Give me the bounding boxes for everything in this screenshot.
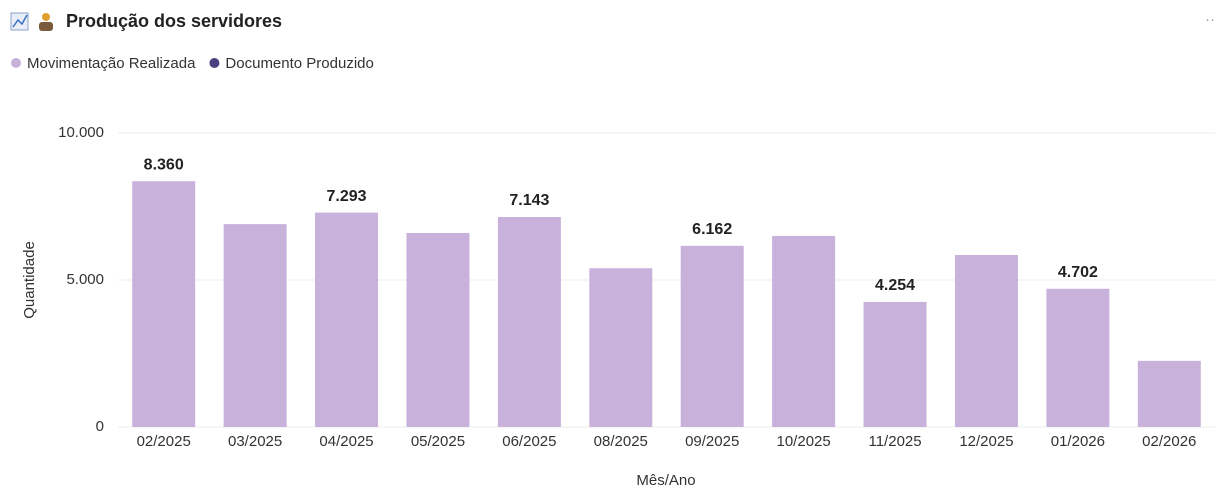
title-icons <box>10 12 53 31</box>
bar <box>406 232 470 427</box>
data-label: 6.162 <box>692 221 732 238</box>
x-tick-label: 09/2025 <box>685 433 739 450</box>
bar <box>589 268 653 427</box>
chart-icon-line <box>12 14 28 28</box>
bar <box>1046 288 1110 427</box>
x-tick-label: 05/2025 <box>411 433 465 450</box>
y-tick-label: 0 <box>96 418 104 435</box>
legend-label: Movimentação Realizada <box>27 55 196 72</box>
x-tick-label: 02/2025 <box>137 433 191 450</box>
x-axis-label: Mês/Ano <box>636 472 695 489</box>
bar <box>863 301 927 427</box>
x-tick-label: 10/2025 <box>777 433 831 450</box>
data-label: 4.254 <box>875 277 915 294</box>
x-tick-label: 08/2025 <box>594 433 648 450</box>
bar <box>132 181 196 427</box>
y-tick-label: 5.000 <box>66 271 104 288</box>
data-label: 8.360 <box>144 156 184 173</box>
data-label: 4.702 <box>1058 264 1098 281</box>
x-tick-label: 04/2025 <box>319 433 373 450</box>
menu-dots[interactable]: ·· <box>1205 11 1215 28</box>
data-label: 7.143 <box>509 192 549 209</box>
bar <box>223 224 287 427</box>
legend-label: Documento Produzido <box>225 55 373 72</box>
x-tick-label: 12/2025 <box>959 433 1013 450</box>
legend-marker <box>209 58 220 68</box>
x-tick-label: 06/2025 <box>502 433 556 450</box>
y-axis-label: Quantidade <box>21 241 38 319</box>
bar <box>772 235 836 427</box>
bar <box>680 245 744 427</box>
x-tick-label: 11/2025 <box>868 433 921 450</box>
legend-marker <box>11 58 21 68</box>
x-tick-label: 02/2026 <box>1142 433 1196 450</box>
data-label: 7.293 <box>327 188 367 205</box>
y-tick-label: 10.000 <box>58 124 104 141</box>
bar <box>1137 360 1201 427</box>
chart-title: Produção dos servidores <box>66 11 282 31</box>
x-tick-label: 03/2025 <box>228 433 282 450</box>
x-tick-label: 01/2026 <box>1051 433 1105 450</box>
bar <box>954 255 1018 427</box>
person-icon-head <box>42 13 50 21</box>
person-icon-body <box>39 22 53 31</box>
bar <box>315 212 379 427</box>
bar <box>497 216 561 427</box>
